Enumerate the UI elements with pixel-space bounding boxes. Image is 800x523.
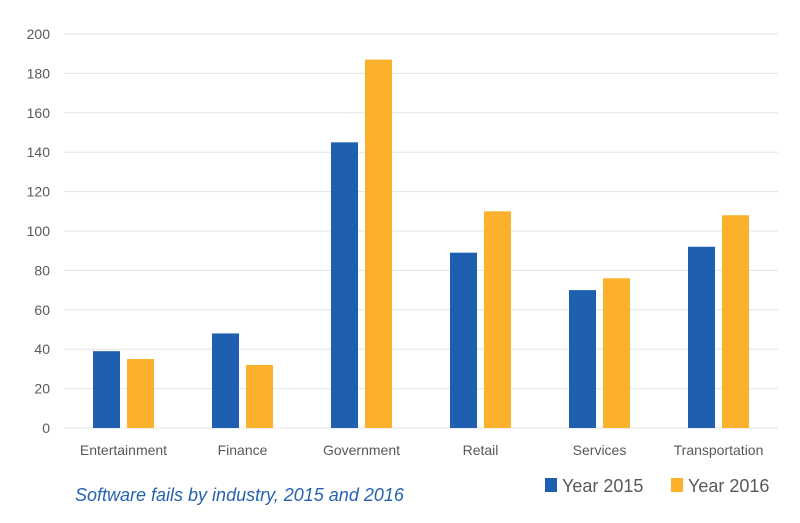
y-tick-label-0: 0 bbox=[42, 420, 50, 436]
x-category-label-finance: Finance bbox=[218, 442, 268, 458]
y-tick-label-60: 60 bbox=[34, 302, 50, 318]
y-tick-label-120: 120 bbox=[27, 184, 51, 200]
gridlines bbox=[64, 33, 778, 429]
y-axis-tick-labels: 0 20 40 60 80 100 120 140 160 180 200 bbox=[27, 26, 51, 436]
y-tick-label-40: 40 bbox=[34, 341, 50, 357]
y-tick-label-200: 200 bbox=[27, 26, 51, 42]
legend-label-year-2016: Year 2016 bbox=[688, 476, 769, 496]
bar-services-year-2015 bbox=[569, 290, 596, 428]
bar-retail-year-2015 bbox=[450, 252, 477, 428]
legend: Year 2015 Year 2016 bbox=[545, 476, 769, 496]
bar-retail-year-2016 bbox=[484, 211, 511, 428]
y-tick-label-20: 20 bbox=[34, 381, 50, 397]
bars bbox=[93, 59, 749, 429]
legend-swatch-year-2016 bbox=[671, 478, 683, 492]
bar-entertainment-year-2015 bbox=[93, 351, 120, 428]
bar-services-year-2016 bbox=[603, 278, 630, 428]
bar-government-year-2016 bbox=[365, 59, 392, 429]
chart-title: Software fails by industry, 2015 and 201… bbox=[75, 485, 405, 505]
y-tick-label-160: 160 bbox=[27, 105, 51, 121]
bar-finance-year-2015 bbox=[212, 333, 239, 428]
y-tick-label-140: 140 bbox=[27, 144, 51, 160]
x-category-label-transportation: Transportation bbox=[674, 442, 764, 458]
legend-swatch-year-2015 bbox=[545, 478, 557, 492]
y-tick-label-100: 100 bbox=[27, 223, 51, 239]
y-tick-label-180: 180 bbox=[27, 65, 51, 81]
bar-transportation-year-2015 bbox=[688, 246, 715, 428]
bar-government-year-2015 bbox=[331, 142, 358, 428]
x-category-label-retail: Retail bbox=[463, 442, 499, 458]
bar-finance-year-2016 bbox=[246, 364, 273, 428]
bar-transportation-year-2016 bbox=[722, 215, 749, 428]
x-category-label-services: Services bbox=[573, 442, 627, 458]
y-tick-label-80: 80 bbox=[34, 262, 50, 278]
legend-label-year-2015: Year 2015 bbox=[562, 476, 643, 496]
x-category-label-entertainment: Entertainment bbox=[80, 442, 167, 458]
bar-entertainment-year-2016 bbox=[127, 359, 154, 428]
x-axis-category-labels: Entertainment Finance Government Retail Serv… bbox=[80, 442, 763, 458]
x-category-label-government: Government bbox=[323, 442, 400, 458]
